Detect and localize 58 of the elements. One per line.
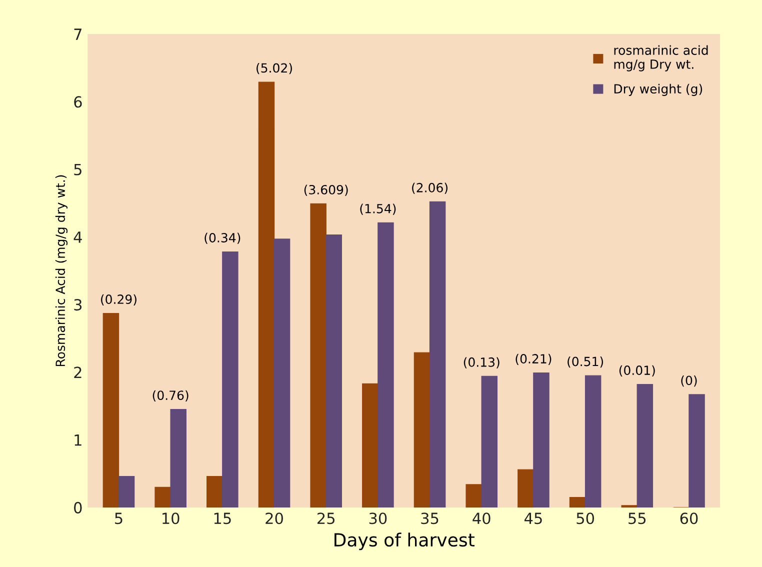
y-tick-label: 1	[74, 434, 82, 446]
annotation: (0)	[681, 375, 697, 387]
x-tick-label: 15	[214, 512, 231, 524]
x-axis-title: Days of harvest	[334, 532, 475, 550]
annotation: (0.21)	[516, 354, 552, 365]
bar	[414, 352, 430, 508]
annotation: (0.13)	[464, 357, 500, 368]
annotation: (0.34)	[204, 232, 240, 244]
x-tick-label: 55	[628, 512, 646, 524]
x-tick-label: 50	[576, 512, 594, 524]
x-tick-label: 20	[266, 512, 283, 524]
legend-label: Dry weight (g)	[614, 84, 702, 96]
annotation: (0.29)	[101, 294, 136, 306]
x-tick-label: 5	[115, 512, 122, 524]
x-tick-label: 30	[369, 512, 387, 524]
bar	[481, 376, 498, 508]
legend-label: rosmarinic acid mg/g Dry wt.	[614, 45, 708, 72]
x-tick-label: 10	[162, 512, 180, 524]
bar	[170, 409, 186, 508]
x-tick-label: 35	[421, 512, 438, 524]
bar	[378, 222, 394, 508]
y-tick-label: 4	[74, 232, 82, 243]
bar	[102, 313, 120, 508]
bar	[274, 238, 290, 508]
y-tick-label: 2	[74, 366, 82, 378]
x-tick-label: 25	[318, 512, 334, 524]
y-axis-title: Rosmarinic Acid (mg/g dry wt.)	[55, 175, 68, 366]
annotation: (2.06)	[412, 182, 448, 194]
bar	[518, 469, 534, 508]
bar	[222, 251, 238, 508]
bar	[258, 82, 275, 508]
bar	[429, 201, 446, 508]
bar	[118, 476, 135, 508]
bar	[206, 476, 223, 508]
annotation: (5.02)	[256, 63, 292, 74]
bar	[584, 375, 602, 508]
y-tick-label: 5	[74, 164, 82, 176]
bar	[154, 486, 171, 508]
annotation: (0.51)	[568, 356, 604, 368]
bar	[466, 484, 482, 508]
bar	[362, 383, 378, 508]
x-tick-label: 60	[680, 512, 698, 524]
bar	[636, 384, 654, 508]
y-tick-label: 7	[74, 28, 82, 40]
y-tick-label: 6	[74, 96, 82, 108]
y-tick-label: 0	[74, 502, 82, 514]
bar	[688, 394, 705, 508]
x-tick-label: 45	[524, 512, 542, 524]
y-tick-label: 3	[74, 299, 82, 311]
annotation: (0.76)	[152, 390, 188, 402]
annotation: (0.01)	[619, 365, 655, 376]
bar	[310, 203, 326, 508]
annotation: (3.609)	[304, 184, 348, 196]
bar	[533, 372, 550, 508]
bar	[326, 234, 342, 508]
x-tick-label: 40	[472, 512, 490, 524]
bar	[569, 496, 586, 508]
annotation: (1.54)	[360, 204, 396, 215]
